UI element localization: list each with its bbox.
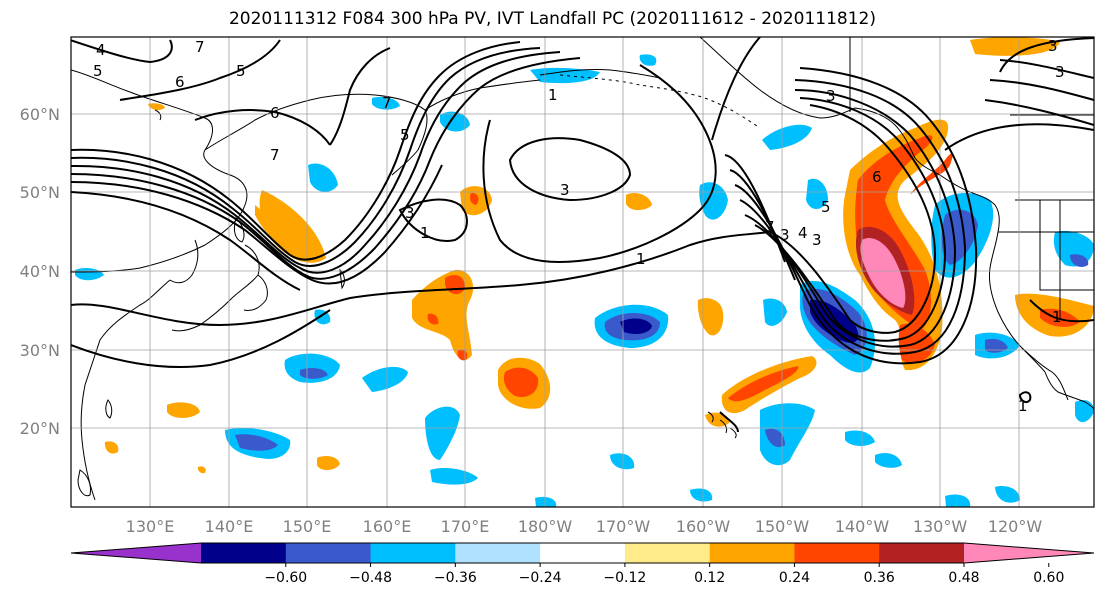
contour-labels: 5 4 7 6 5 6 5 7 3 1 3 7 1 3 1 3 7 3 6 4 … [93,37,1065,415]
colorbar-tick-label: 0.36 [864,570,895,586]
colorbar-segment [879,543,965,563]
contour-label: 3 [812,231,822,249]
lon-label: 160°W [676,517,731,536]
contour-label: 5 [236,62,246,80]
contour-label: 5 [400,126,410,144]
contour-label: 3 [560,181,570,199]
colorbar-segment [624,543,711,563]
lon-label: 150°W [755,517,810,536]
contour-label: 1 [420,224,430,242]
contour-label: 3 [405,204,415,222]
contour-label: 7 [765,218,775,236]
lon-label: 130°E [126,517,175,536]
lon-label: 170°E [441,517,490,536]
colorbar-tick-label: 0.12 [694,570,725,586]
lon-label: 170°W [596,517,651,536]
contour-label: 1 [636,250,646,268]
contour-label: 7 [270,146,280,164]
contour-label: 6 [175,73,185,91]
pv-positive-japan [259,190,326,263]
contour-label: 4 [798,224,808,242]
lon-label: 130°W [913,517,968,536]
contour-label: 1 [548,86,558,104]
colorbar-extend-high [964,543,1094,563]
lon-label: 140°E [205,517,254,536]
contour-label: 7 [382,94,392,112]
colorbar-tick-label: 0.60 [1033,570,1064,586]
map-title: 2020111312 F084 300 hPa PV, IVT Landfall… [228,9,876,29]
colorbar-tick-label: −0.60 [264,570,307,586]
contour-label: 7 [195,38,205,56]
longitude-labels: 130°E 140°E 150°E 160°E 170°E 180°W 170°… [126,517,1043,536]
lat-label-60n: 60°N [20,105,60,124]
lon-label: 140°W [835,517,890,536]
lon-label: 160°E [363,517,412,536]
colorbar-tick-label: −0.24 [519,570,562,586]
colorbar-segment [540,543,626,563]
contour-label: 3 [780,226,790,244]
lat-label-30n: 30°N [20,341,60,360]
colorbar-tick-label: −0.12 [603,570,646,586]
latitude-labels: 60°N 50°N 40°N 30°N 20°N [20,105,60,438]
contour-label: 5 [93,62,103,80]
colorbar-segment [455,543,541,563]
contour-label: 6 [872,168,882,186]
contour-label: 5 [821,198,831,216]
colorbar-segment [285,543,372,563]
contour-label: 3 [1055,63,1065,81]
colorbar-segment [370,543,456,563]
lat-label-50n: 50°N [20,183,60,202]
contour-label: 4 [96,41,106,59]
lat-label-20n: 20°N [20,419,60,438]
colorbar-segment [201,543,287,563]
lat-label-40n: 40°N [20,262,60,281]
lon-label: 150°E [283,517,332,536]
contour-label: 3 [1048,37,1058,55]
contour-label: 1 [1052,308,1062,326]
colorbar-tick-label: 0.24 [779,570,810,586]
contour-label: 6 [270,104,280,122]
lon-label: 180°W [518,517,573,536]
ivt-contours [71,37,1094,433]
colorbar-segment [709,543,795,563]
colorbar-outline [70,542,1095,564]
contour-label: 1 [1018,397,1028,415]
colorbar-segment [794,543,880,563]
colorbar-tick-label: −0.48 [349,570,392,586]
colorbar-extend-low [71,543,201,563]
contour-label: 3 [826,87,836,105]
map-border [70,36,1095,508]
lon-label: 120°W [988,517,1043,536]
colorbar-tick-label: −0.36 [434,570,477,586]
colorbar: −0.60 −0.48 −0.36 −0.24 −0.12 0.12 0.24 0.36 0.4… [70,542,1095,586]
colorbar-tick-label: 0.48 [948,570,979,586]
